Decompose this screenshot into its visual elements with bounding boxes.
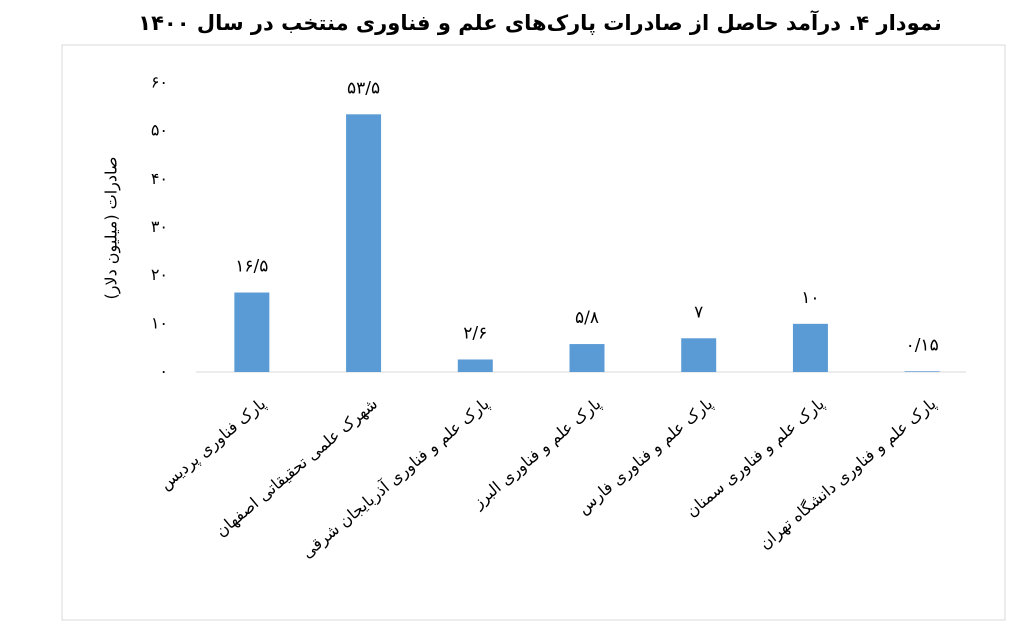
- bar: [904, 371, 940, 372]
- chart-border: [61, 44, 1006, 621]
- value-label: ۱۰: [801, 288, 819, 308]
- y-tick-label: ۶۰: [151, 73, 168, 92]
- y-tick-label: ۴۰: [151, 169, 168, 188]
- bar: [234, 292, 270, 372]
- x-tick-label: پارک علم و فناوری دانشگاه تهران: [755, 394, 940, 554]
- x-tick-label: پارک علم و فناوری آذربایجان شرقی: [298, 394, 494, 563]
- y-tick-label: ۱۰: [151, 313, 168, 332]
- value-label: ۵۳/۵: [347, 78, 380, 98]
- y-tick-label: ۲۰: [151, 265, 168, 284]
- value-label: ۲/۶: [463, 323, 487, 343]
- value-label: ۵/۸: [575, 308, 599, 328]
- value-label: ۷: [694, 302, 703, 322]
- y-tick-label: ۳۰: [151, 217, 168, 236]
- bar: [792, 323, 828, 372]
- y-tick-label: ۰: [159, 362, 168, 381]
- chart-title: نمودار ۴. درآمد حاصل از صادرات پارک‌های …: [138, 10, 941, 35]
- bar: [681, 338, 717, 372]
- value-label: ۱۶/۵: [235, 257, 268, 277]
- value-label: ۰/۱۵: [906, 335, 939, 355]
- bar: [569, 344, 605, 372]
- x-tick-label: پارک فناوری پردیس: [156, 394, 270, 494]
- y-tick-label: ۵۰: [151, 121, 168, 140]
- bar: [457, 359, 493, 372]
- bar: [346, 114, 382, 372]
- y-axis-label: صادرات (میلیون دلار): [102, 157, 122, 300]
